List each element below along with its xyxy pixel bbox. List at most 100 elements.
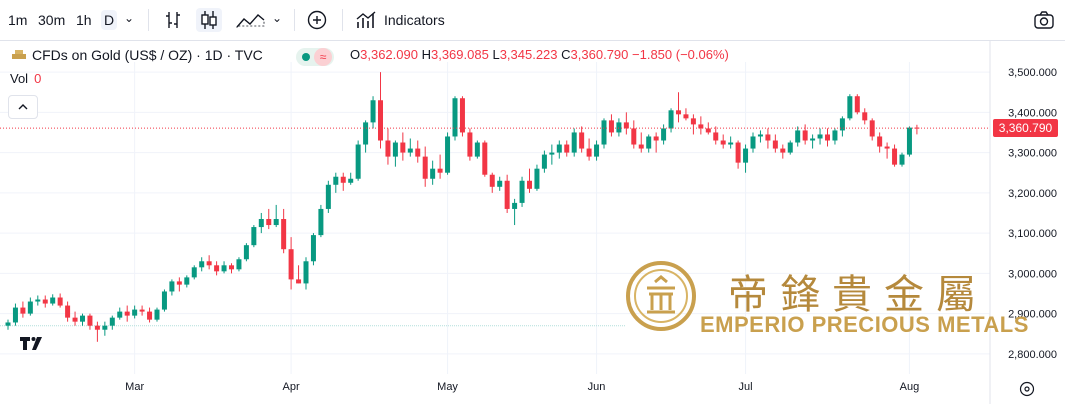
chart-style-chevron-down-icon[interactable]: ⌄ [272,11,283,25]
candle-body [795,130,801,143]
x-tick-label: May [437,381,458,393]
candle-body [631,128,637,145]
market-status-pill[interactable]: ≈ [296,48,334,66]
candle-body [363,122,369,145]
interval-chevron-down-icon[interactable]: ⌄ [124,11,135,25]
candle-body [608,120,614,133]
candle-body [698,124,704,129]
candle-body [817,134,823,139]
toolbar-divider [294,9,295,31]
candle-body [35,299,41,302]
candle-body [236,259,242,270]
candle-body [430,168,436,179]
candle-body [601,120,607,145]
candle-body [378,100,383,141]
indicators-button[interactable]: Indicators [384,12,445,28]
candle-body [653,136,659,141]
chart-settings-gear-icon[interactable] [1018,380,1036,398]
candle-body [221,265,227,272]
candle-body [623,122,629,129]
interval-1m[interactable]: 1m [8,12,28,28]
market-open-dot-icon [302,53,310,61]
close-value: 3,360.790 [570,47,629,62]
candle-body [94,325,100,330]
toolbar-divider [148,9,149,31]
interval-1h[interactable]: 1h [76,12,92,28]
camera-icon[interactable] [1031,8,1057,32]
collapse-legend-button[interactable] [8,95,38,119]
x-tick-label: Jul [739,381,753,393]
candle-body [720,140,726,145]
x-tick-label: Mar [125,381,144,393]
candle-body [161,291,167,310]
candle-body [199,261,205,268]
candle-body [288,249,294,280]
candle-body [407,148,413,153]
candle-body [214,265,220,272]
bar-style-icon[interactable] [160,8,186,32]
candle-body [303,261,309,284]
candle-body [527,180,532,189]
candle-body [549,152,555,155]
tradingview-logo[interactable] [18,333,46,353]
high-label: H [421,47,431,62]
candle-body [504,180,510,209]
toolbar-divider [342,9,343,31]
y-tick-label: 3,000.000 [1008,268,1057,280]
candle-body [512,202,518,209]
open-value: 3,362.090 [360,47,418,62]
candle-body [20,307,26,314]
top-toolbar: 1m 30m 1h D ⌄ ⌄ Indicators [0,0,1065,41]
area-style-icon[interactable] [234,8,266,32]
candle-body [735,142,741,163]
add-compare-icon[interactable] [304,8,330,32]
candle-body [772,140,778,149]
candle-body [109,317,115,326]
candle-body [683,114,689,119]
candle-body [474,142,480,157]
symbol-legend[interactable]: CFDs on Gold (US$ / OZ) · 1D · TVC [10,47,263,63]
candle-body [638,144,644,149]
candle-body [325,184,331,209]
candle-body [825,134,830,141]
candle-body [705,128,711,133]
candle-body [333,176,339,185]
candle-body [646,136,652,149]
interval-d[interactable]: D [101,10,118,30]
change-value: −1.850 (−0.06%) [632,47,729,62]
symbol-name: CFDs on Gold (US$ / OZ) · 1D · TVC [32,47,263,63]
candle-body [914,127,920,129]
candle-body [72,317,78,322]
candle-style-icon[interactable] [196,8,222,32]
candle-body [519,180,525,203]
interval-30m[interactable]: 30m [38,12,66,28]
candle-body [266,219,272,226]
candle-body [87,315,93,326]
candle-body [743,148,749,163]
volume-value: 0 [34,71,42,86]
candle-body [281,219,287,250]
candle-body [124,311,130,316]
candle-body [854,96,860,113]
candle-body [117,311,123,318]
candle-body [184,277,190,285]
candle-body [750,136,756,149]
candle-body [616,122,622,133]
candle-body [176,281,182,285]
candle-body [5,322,11,326]
y-tick-label: 3,400.000 [1008,107,1057,119]
indicators-icon[interactable] [354,8,380,32]
y-tick-label: 3,300.000 [1008,148,1057,160]
candle-body [571,132,577,153]
x-tick-label: Jun [588,381,606,393]
candle-body [310,235,316,262]
x-tick-label: Aug [900,381,920,393]
volume-legend[interactable]: Vol 0 [10,71,41,86]
candle-body [243,245,249,260]
candle-body [65,305,71,318]
candle-body [892,148,898,165]
candle-body [534,168,540,189]
candle-body [340,176,346,183]
candle-body [810,138,816,141]
